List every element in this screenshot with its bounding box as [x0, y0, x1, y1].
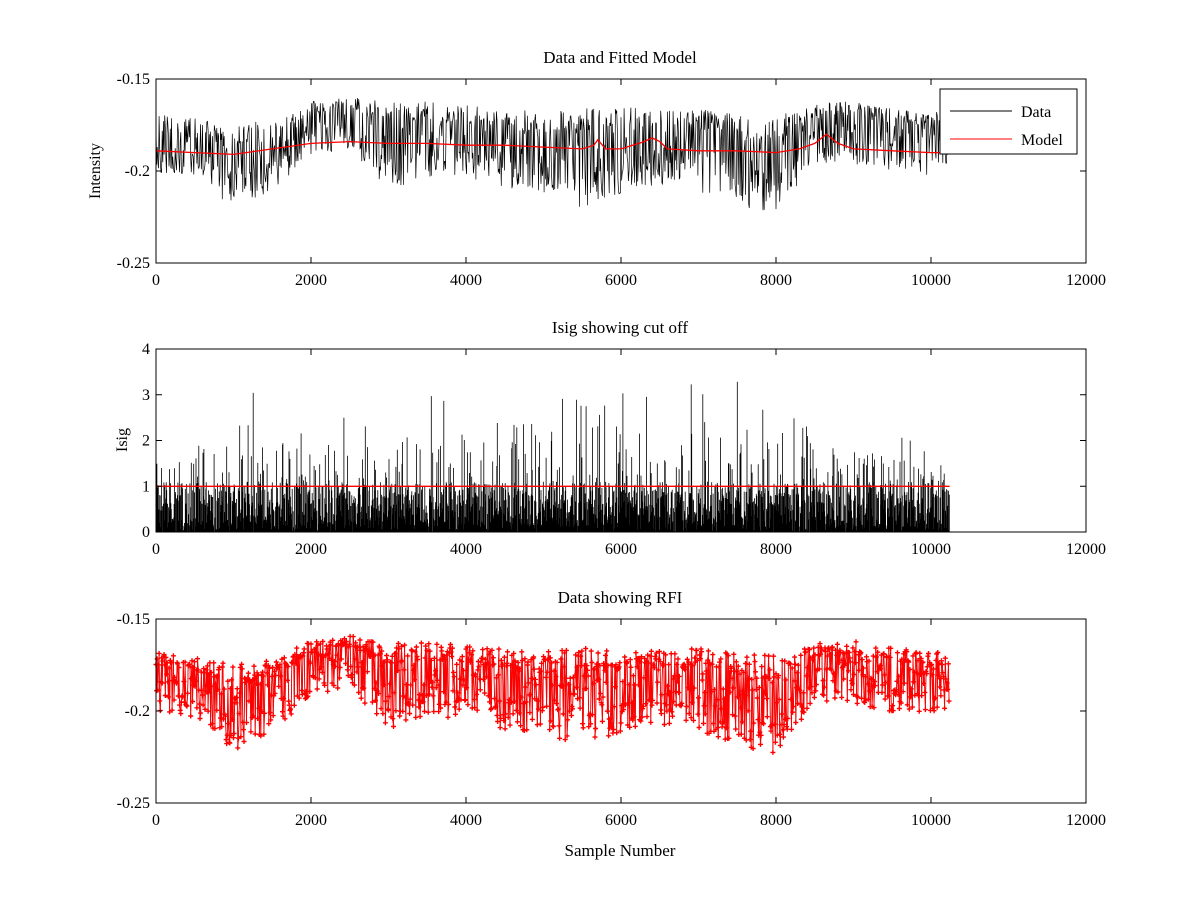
x-tick-label: 12000 — [1066, 812, 1106, 829]
y-tick-label: 3 — [142, 387, 150, 404]
x-tick-label: 10000 — [911, 541, 951, 558]
x-tick-label: 4000 — [450, 812, 482, 829]
x-tick-label: 0 — [152, 812, 160, 829]
plot-area — [155, 349, 1086, 532]
legend: Data Model — [939, 88, 1078, 155]
chart-title: Isig showing cut off — [552, 318, 688, 337]
x-tick-label: 8000 — [760, 812, 792, 829]
x-tick-label: 12000 — [1066, 272, 1106, 289]
plot-area — [153, 619, 1086, 803]
x-tick-label: 4000 — [450, 541, 482, 558]
legend-label-data: Data — [1021, 104, 1051, 121]
axes: 0 2000 4000 6000 8000 10000 12000 0 1 2 3 4 — [142, 341, 1106, 558]
y-axis-label: Isig — [114, 428, 131, 452]
x-tick-label: 2000 — [295, 272, 327, 289]
x-tick-label: 6000 — [605, 272, 637, 289]
y-tick-label: -0.15 — [117, 71, 150, 88]
axes: 0 2000 4000 6000 8000 10000 12000 -0.25 -0.2 -0.1… — [117, 71, 1106, 289]
x-tick-label: 2000 — [295, 812, 327, 829]
x-tick-label: 8000 — [760, 272, 792, 289]
x-tick-label: 6000 — [605, 541, 637, 558]
panel-data-and-fitted-model: Data and Fitted Model Intensity 0 2000 400… — [87, 48, 1106, 289]
y-tick-label: 0 — [142, 524, 150, 541]
x-tick-label: 6000 — [605, 812, 637, 829]
y-tick-label: -0.25 — [117, 255, 150, 272]
plot-background — [156, 79, 1086, 263]
y-axis-label: Intensity — [87, 143, 104, 199]
y-tick-label: -0.2 — [125, 703, 150, 720]
panel-data-showing-rfi: Data showing RFI Sample Number 0 2000 4000… — [117, 588, 1106, 860]
y-tick-label: -0.25 — [117, 795, 150, 812]
chart-title: Data and Fitted Model — [543, 48, 697, 67]
x-tick-label: 10000 — [911, 272, 951, 289]
x-tick-label: 0 — [152, 272, 160, 289]
y-tick-label: 2 — [142, 433, 150, 450]
series-line-model — [155, 133, 950, 156]
series-line-rfi — [155, 636, 950, 753]
x-tick-label: 8000 — [760, 541, 792, 558]
plot-area — [155, 79, 1086, 263]
legend-label-model: Model — [1021, 132, 1063, 149]
x-tick-label: 12000 — [1066, 541, 1106, 558]
x-tick-label: 10000 — [911, 812, 951, 829]
x-axis-label: Sample Number — [565, 841, 676, 860]
panel-isig-showing-cut-off: Isig showing cut off Isig 0 2000 4000 6000 8… — [114, 318, 1106, 558]
y-tick-label: -0.2 — [125, 163, 150, 180]
axes: 0 2000 4000 6000 8000 10000 12000 -0.25 -0.2 -0.1… — [117, 611, 1106, 829]
y-tick-label: 4 — [142, 341, 150, 358]
y-tick-label: -0.15 — [117, 611, 150, 628]
chart-title: Data showing RFI — [558, 588, 683, 607]
y-tick-label: 1 — [142, 478, 150, 495]
x-tick-label: 0 — [152, 541, 160, 558]
legend-box — [939, 88, 1078, 155]
series-line-data — [155, 97, 950, 211]
x-tick-label: 2000 — [295, 541, 327, 558]
x-tick-label: 4000 — [450, 272, 482, 289]
